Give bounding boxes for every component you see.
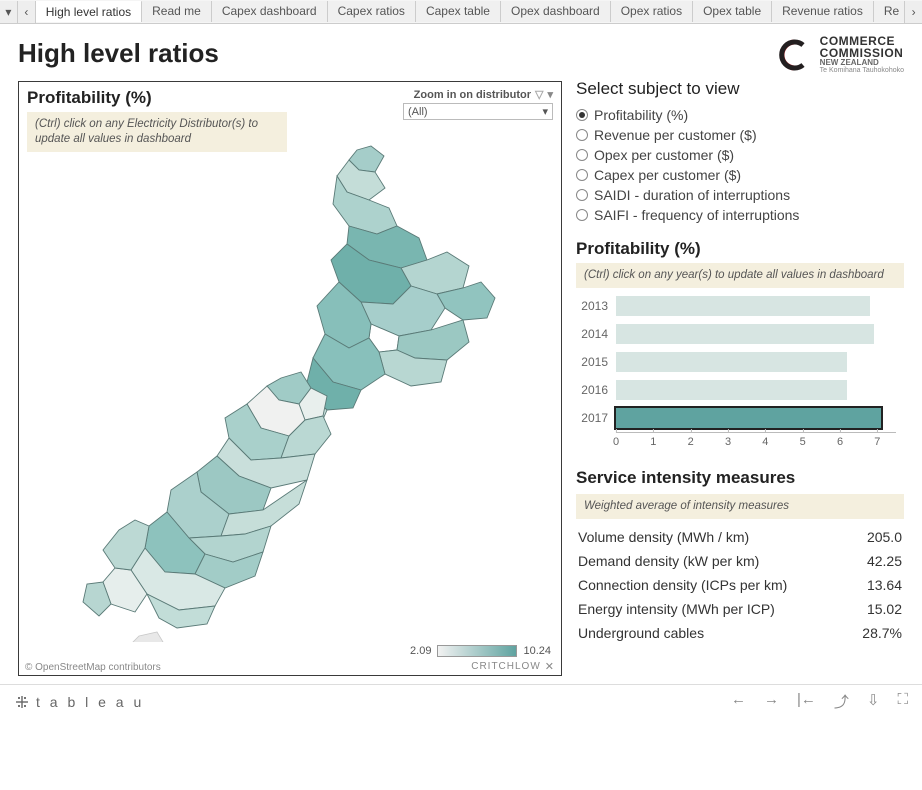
tableau-footer: t a b l e a u ← → |← ⤴ ⇩ ⛶ (0, 684, 922, 718)
tableau-logo[interactable]: t a b l e a u (14, 694, 144, 710)
map-region-stewart[interactable] (133, 632, 163, 642)
subject-radio-4[interactable]: SAIDI - duration of interruptions (576, 185, 904, 205)
zoom-label: Zoom in on distributor ▽ ▾ (403, 88, 553, 101)
tab-revenue-ratios[interactable]: Revenue ratios (772, 1, 874, 22)
subject-radio-0[interactable]: Profitability (%) (576, 105, 904, 125)
download-icon[interactable]: ⇩ (867, 691, 880, 712)
subject-radio-2[interactable]: Opex per customer ($) (576, 145, 904, 165)
tab-capex-ratios[interactable]: Capex ratios (328, 1, 416, 22)
year-bar-2016[interactable]: 2016 (576, 376, 904, 404)
tab-menu-dropdown[interactable]: ▾ (0, 1, 18, 23)
tab-capex-dashboard[interactable]: Capex dashboard (212, 1, 328, 22)
tab-read-me[interactable]: Read me (142, 1, 212, 22)
year-bar-2015[interactable]: 2015 (576, 348, 904, 376)
measure-row-0: Volume density (MWh / km)205.0 (576, 525, 904, 549)
measure-row-1: Demand density (kW per km)42.25 (576, 549, 904, 573)
fullscreen-icon[interactable]: ⛶ (897, 691, 908, 712)
subject-radio-5[interactable]: SAIFI - frequency of interruptions (576, 205, 904, 225)
map-title: Profitability (%) (27, 88, 152, 108)
tab-high-level-ratios[interactable]: High level ratios (36, 1, 142, 22)
close-icon[interactable]: ✕ (545, 660, 555, 673)
tab-re[interactable]: Re (874, 1, 904, 22)
tab-bar: ▾ ‹ High level ratiosRead meCapex dashbo… (0, 0, 922, 24)
redo-icon[interactable]: → (764, 691, 779, 712)
page-title: High level ratios (18, 38, 219, 69)
map-attribution-critchlow: CRITCHLOW ✕ (471, 660, 555, 673)
year-chart-title: Profitability (%) (576, 239, 904, 259)
year-bar-2017[interactable]: 2017 (576, 404, 904, 432)
measures-hint: Weighted average of intensity measures (576, 494, 904, 519)
tab-scroll-right[interactable]: › (904, 1, 922, 23)
measures-title: Service intensity measures (576, 468, 904, 488)
map-attribution-osm: © OpenStreetMap contributors (25, 662, 161, 673)
measure-row-3: Energy intensity (MWh per ICP)15.02 (576, 597, 904, 621)
subject-select-title: Select subject to view (576, 79, 904, 99)
share-icon[interactable]: ⤴ (834, 691, 849, 712)
tab-capex-table[interactable]: Capex table (416, 1, 501, 22)
zoom-select[interactable]: (All)▾ (403, 103, 553, 120)
tab-scroll-left[interactable]: ‹ (18, 1, 36, 23)
nz-map[interactable] (49, 142, 529, 642)
measure-row-4: Underground cables28.7% (576, 621, 904, 645)
subject-radio-1[interactable]: Revenue per customer ($) (576, 125, 904, 145)
subject-radio-3[interactable]: Capex per customer ($) (576, 165, 904, 185)
tab-opex-table[interactable]: Opex table (693, 1, 772, 22)
measure-row-2: Connection density (ICPs per km)13.64 (576, 573, 904, 597)
undo-icon[interactable]: ← (731, 691, 746, 712)
commerce-commission-logo: COMMERCE COMMISSION NEW ZEALAND Te Komih… (776, 35, 904, 74)
year-bar-chart[interactable]: 2013201420152016201701234567 (576, 292, 904, 450)
map-legend: 2.09 10.24 (410, 645, 551, 657)
reset-icon[interactable]: |← (797, 691, 816, 712)
tab-opex-ratios[interactable]: Opex ratios (611, 1, 693, 22)
year-bar-2014[interactable]: 2014 (576, 320, 904, 348)
subject-radio-group: Profitability (%)Revenue per customer ($… (576, 105, 904, 225)
year-chart-hint: (Ctrl) click on any year(s) to update al… (576, 263, 904, 288)
year-bar-2013[interactable]: 2013 (576, 292, 904, 320)
map-panel: Profitability (%) Zoom in on distributor… (18, 81, 562, 676)
filter-icon[interactable]: ▽ (535, 88, 543, 101)
dropdown-icon[interactable]: ▾ (547, 88, 553, 101)
tab-opex-dashboard[interactable]: Opex dashboard (501, 1, 611, 22)
